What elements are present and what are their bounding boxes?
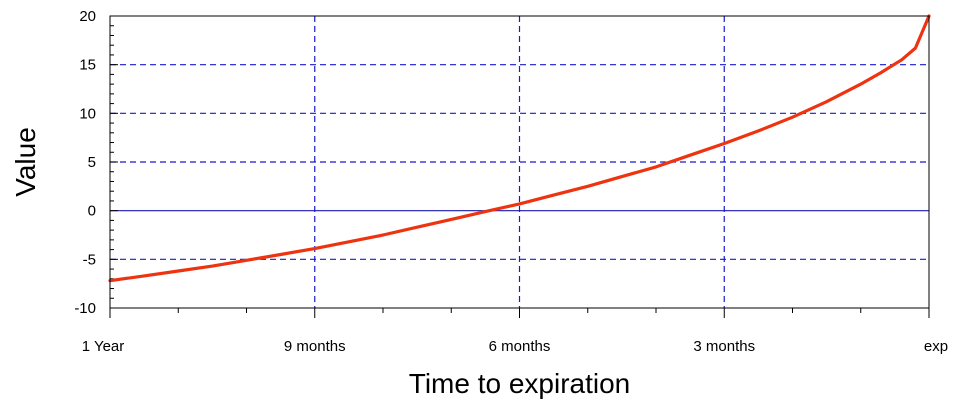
x-tick-label: 3 months [693, 338, 755, 355]
y-tick-label: 5 [88, 154, 96, 171]
y-tick-label: 15 [79, 57, 96, 74]
y-tick-labels: -10 -5 0 5 10 15 20 [74, 8, 96, 317]
y-tick-label: 10 [79, 105, 96, 122]
y-axis-title: Value [10, 127, 41, 197]
y-tick-label: -5 [83, 251, 96, 268]
y-tick-label: 0 [88, 203, 96, 220]
y-tick-label: -10 [74, 300, 96, 317]
x-axis-title: Time to expiration [409, 368, 631, 399]
grid-layer [110, 16, 929, 308]
x-tick-labels: 1 Year 9 months 6 months 3 months exp [82, 338, 948, 355]
plot-frame [109, 15, 930, 309]
x-tick-label: 6 months [489, 338, 551, 355]
x-tick-label: 9 months [284, 338, 346, 355]
series-layer [108, 14, 931, 283]
x-tick-label: exp [924, 338, 948, 355]
series-line-1 [108, 14, 931, 283]
x-tick-label: 1 Year [82, 338, 125, 355]
y-tick-label: 20 [79, 8, 96, 25]
